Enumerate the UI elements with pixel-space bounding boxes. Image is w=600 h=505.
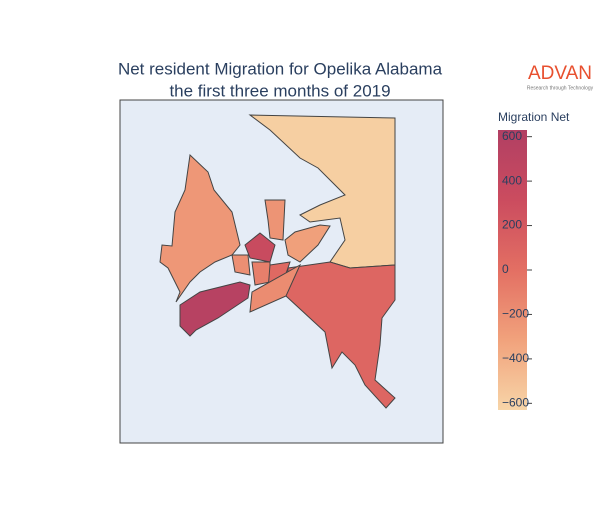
colorbar [498, 130, 527, 410]
region [264, 199, 286, 241]
colorbar-tick-label: 600 [502, 129, 522, 143]
logo: ADVAN [528, 63, 592, 84]
colorbar-tick-label: −200 [502, 307, 529, 321]
region [284, 224, 331, 263]
region [231, 254, 251, 276]
region [249, 263, 302, 313]
region [179, 281, 251, 337]
chart-subtitle: the first three months of 2019 [169, 81, 390, 100]
region [285, 261, 396, 409]
colorbar-tick-label: 400 [502, 173, 522, 187]
region [251, 261, 271, 286]
colorbar-tick-label: 0 [502, 262, 509, 276]
colorbar-title: Migration Net [498, 110, 570, 124]
chart-title: Net resident Migration for Opelika Alaba… [118, 59, 443, 78]
region [159, 153, 241, 303]
colorbar-tick-label: −400 [502, 351, 529, 365]
logo-tagline: Research through Technology [527, 85, 594, 91]
region [244, 232, 276, 263]
colorbar-tick-label: 200 [502, 218, 522, 232]
colorbar-tick-label: −600 [502, 396, 529, 410]
